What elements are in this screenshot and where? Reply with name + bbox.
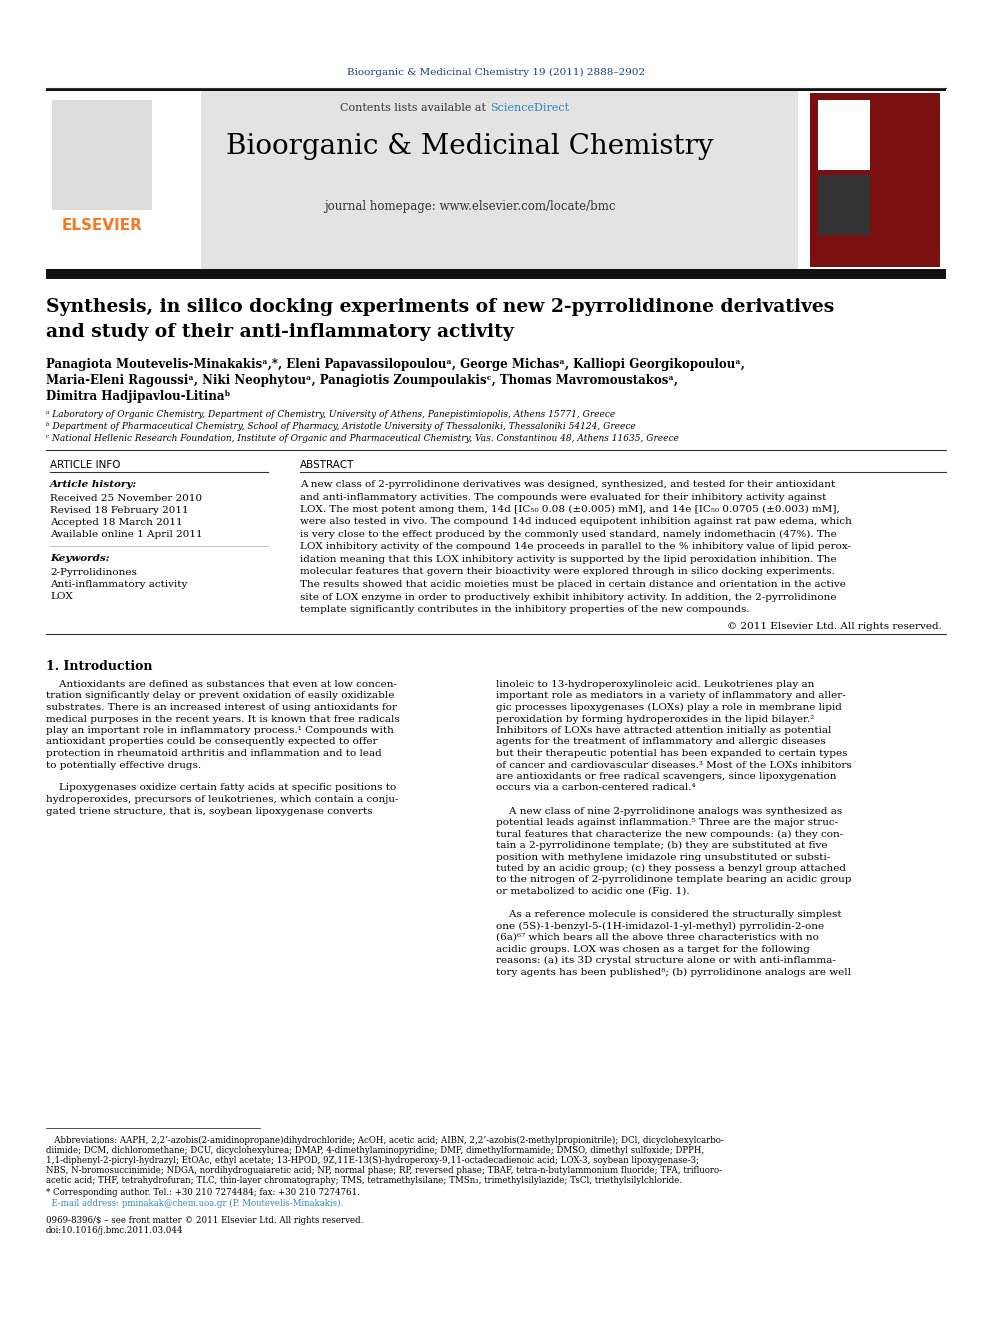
- Text: important role as mediators in a variety of inflammatory and aller-: important role as mediators in a variety…: [496, 692, 846, 700]
- Text: 1,1-diphenyl-2-picryl-hydrazyl; EtOAc, ethyl acetate; 13-HPOD, 9Z,11E-13(S)-hydr: 1,1-diphenyl-2-picryl-hydrazyl; EtOAc, e…: [46, 1156, 699, 1166]
- Text: gic processes lipoxygenases (LOXs) play a role in membrane lipid: gic processes lipoxygenases (LOXs) play …: [496, 703, 842, 712]
- Text: A new class of nine 2-pyrrolidinone analogs was synthesized as: A new class of nine 2-pyrrolidinone anal…: [496, 807, 842, 815]
- Text: gated triene structure, that is, soybean lipoxygenase converts: gated triene structure, that is, soybean…: [46, 807, 373, 815]
- Text: agents for the treatment of inflammatory and allergic diseases: agents for the treatment of inflammatory…: [496, 737, 825, 746]
- Text: one (5S)-1-benzyl-5-(1H-imidazol-1-yl-methyl) pyrrolidin-2-one: one (5S)-1-benzyl-5-(1H-imidazol-1-yl-me…: [496, 922, 824, 930]
- Text: Antioxidants are defined as substances that even at low concen-: Antioxidants are defined as substances t…: [46, 680, 397, 689]
- Text: template significantly contributes in the inhibitory properties of the new compo: template significantly contributes in th…: [300, 605, 750, 614]
- Text: ᵃ Laboratory of Organic Chemistry, Department of Chemistry, University of Athens: ᵃ Laboratory of Organic Chemistry, Depar…: [46, 410, 615, 419]
- Text: molecular features that govern their bioactivity were explored through in silico: molecular features that govern their bio…: [300, 568, 835, 577]
- Text: Contents lists available at: Contents lists available at: [340, 103, 490, 112]
- Text: Bioorganic & Medicinal Chemistry 19 (2011) 2888–2902: Bioorganic & Medicinal Chemistry 19 (201…: [347, 67, 645, 77]
- Text: doi:10.1016/j.bmc.2011.03.044: doi:10.1016/j.bmc.2011.03.044: [46, 1226, 184, 1234]
- Text: Keywords:: Keywords:: [50, 554, 110, 564]
- Text: is very close to the effect produced by the commonly used standard, namely indom: is very close to the effect produced by …: [300, 531, 836, 540]
- Text: medical purposes in the recent years. It is known that free radicals: medical purposes in the recent years. It…: [46, 714, 400, 724]
- Text: Article history:: Article history:: [50, 480, 137, 490]
- Text: A new class of 2-pyrrolidinone derivatives was designed, synthesized, and tested: A new class of 2-pyrrolidinone derivativ…: [300, 480, 835, 490]
- Text: diimide; DCM, dichloromethane; DCU, dicyclohexylurea; DMAP, 4-dimethylaminopyrid: diimide; DCM, dichloromethane; DCU, dicy…: [46, 1146, 704, 1155]
- Text: Dimitra Hadjipavlou-Litinaᵇ: Dimitra Hadjipavlou-Litinaᵇ: [46, 390, 230, 404]
- Text: NBS, N-bromosuccinimide; NDGA, nordihydroguaiaretic acid; NP, normal phase; RP, : NBS, N-bromosuccinimide; NDGA, nordihydr…: [46, 1166, 722, 1175]
- Text: position with methylene imidazole ring unsubstituted or substi-: position with methylene imidazole ring u…: [496, 852, 830, 861]
- Text: are antioxidants or free radical scavengers, since lipoxygenation: are antioxidants or free radical scaveng…: [496, 773, 836, 781]
- Text: ᶜ National Hellenic Research Foundation, Institute of Organic and Pharmaceutical: ᶜ National Hellenic Research Foundation,…: [46, 434, 679, 443]
- Text: or metabolized to acidic one (Fig. 1).: or metabolized to acidic one (Fig. 1).: [496, 886, 689, 896]
- Text: E-mail address: pminakak@chem.uoa.gr (P. Moutevelis-Minakakis).: E-mail address: pminakak@chem.uoa.gr (P.…: [46, 1199, 343, 1208]
- Text: The results showed that acidic moieties must be placed in certain distance and o: The results showed that acidic moieties …: [300, 579, 846, 589]
- Text: to potentially effective drugs.: to potentially effective drugs.: [46, 761, 201, 770]
- Text: LOX inhibitory activity of the compound 14e proceeds in parallel to the % inhibi: LOX inhibitory activity of the compound …: [300, 542, 851, 552]
- Text: LOX: LOX: [50, 591, 72, 601]
- Text: Inhibitors of LOXs have attracted attention initially as potential: Inhibitors of LOXs have attracted attent…: [496, 726, 831, 736]
- Text: tration significantly delay or prevent oxidation of easily oxidizable: tration significantly delay or prevent o…: [46, 692, 395, 700]
- Text: ELSEVIER: ELSEVIER: [62, 218, 143, 233]
- Text: occurs via a carbon-centered radical.⁴: occurs via a carbon-centered radical.⁴: [496, 783, 695, 792]
- Text: tain a 2-pyrrolidinone template; (b) they are substituted at five: tain a 2-pyrrolidinone template; (b) the…: [496, 841, 827, 851]
- Text: peroxidation by forming hydroperoxides in the lipid bilayer.²: peroxidation by forming hydroperoxides i…: [496, 714, 814, 724]
- Text: tuted by an acidic group; (c) they possess a benzyl group attached: tuted by an acidic group; (c) they posse…: [496, 864, 846, 873]
- Text: potential leads against inflammation.⁵ Three are the major struc-: potential leads against inflammation.⁵ T…: [496, 818, 838, 827]
- Text: As a reference molecule is considered the structurally simplest: As a reference molecule is considered th…: [496, 910, 841, 919]
- Text: ABSTRACT: ABSTRACT: [300, 460, 354, 470]
- Text: * Corresponding author. Tel.: +30 210 7274484; fax: +30 210 7274761.: * Corresponding author. Tel.: +30 210 72…: [46, 1188, 360, 1197]
- Text: idation meaning that this LOX inhibitory activity is supported by the lipid pero: idation meaning that this LOX inhibitory…: [300, 556, 836, 564]
- Text: Panagiota Moutevelis-Minakakisᵃ,*, Eleni Papavassilopoulouᵃ, George Michasᵃ, Kal: Panagiota Moutevelis-Minakakisᵃ,*, Eleni…: [46, 359, 745, 370]
- Text: antioxidant properties could be consequently expected to offer: antioxidant properties could be conseque…: [46, 737, 378, 746]
- Text: and anti-inflammatory activities. The compounds were evaluated for their inhibit: and anti-inflammatory activities. The co…: [300, 492, 826, 501]
- Text: tural features that characterize the new compounds: (a) they con-: tural features that characterize the new…: [496, 830, 843, 839]
- Text: 0969-8396/$ – see front matter © 2011 Elsevier Ltd. All rights reserved.: 0969-8396/$ – see front matter © 2011 El…: [46, 1216, 363, 1225]
- Text: tory agents has been published⁸; (b) pyrrolidinone analogs are well: tory agents has been published⁸; (b) pyr…: [496, 967, 851, 976]
- Text: 2-Pyrrolidinones: 2-Pyrrolidinones: [50, 568, 137, 577]
- Text: and study of their anti-inflammatory activity: and study of their anti-inflammatory act…: [46, 323, 514, 341]
- Text: play an important role in inflammatory process.¹ Compounds with: play an important role in inflammatory p…: [46, 726, 394, 736]
- Text: protection in rheumatoid arthritis and inflammation and to lead: protection in rheumatoid arthritis and i…: [46, 749, 382, 758]
- Text: substrates. There is an increased interest of using antioxidants for: substrates. There is an increased intere…: [46, 703, 397, 712]
- Text: © 2011 Elsevier Ltd. All rights reserved.: © 2011 Elsevier Ltd. All rights reserved…: [727, 622, 942, 631]
- Text: linoleic to 13-hydroperoxylinoleic acid. Leukotrienes play an: linoleic to 13-hydroperoxylinoleic acid.…: [496, 680, 814, 689]
- Text: Received 25 November 2010: Received 25 November 2010: [50, 493, 202, 503]
- Text: LOX. The most potent among them, 14d [IC₅₀ 0.08 (±0.005) mM], and 14e [IC₅₀ 0.07: LOX. The most potent among them, 14d [IC…: [300, 505, 840, 515]
- Text: Synthesis, in silico docking experiments of new 2-pyrrolidinone derivatives: Synthesis, in silico docking experiments…: [46, 298, 834, 316]
- Text: acidic groups. LOX was chosen as a target for the following: acidic groups. LOX was chosen as a targe…: [496, 945, 809, 954]
- Text: of cancer and cardiovascular diseases.³ Most of the LOXs inhibitors: of cancer and cardiovascular diseases.³ …: [496, 761, 852, 770]
- Text: (6a)⁶⁷ which bears all the above three characteristics with no: (6a)⁶⁷ which bears all the above three c…: [496, 933, 818, 942]
- Text: Anti-inflammatory activity: Anti-inflammatory activity: [50, 579, 187, 589]
- Text: Accepted 18 March 2011: Accepted 18 March 2011: [50, 519, 183, 527]
- Text: 1. Introduction: 1. Introduction: [46, 660, 153, 673]
- Text: Maria-Eleni Ragoussiᵃ, Niki Neophytouᵃ, Panagiotis Zoumpoulakisᶜ, Thomas Mavromo: Maria-Eleni Ragoussiᵃ, Niki Neophytouᵃ, …: [46, 374, 678, 388]
- Text: Bioorganic & Medicinal Chemistry: Bioorganic & Medicinal Chemistry: [226, 134, 714, 160]
- Text: were also tested in vivo. The compound 14d induced equipotent inhibition against: were also tested in vivo. The compound 1…: [300, 517, 852, 527]
- Text: site of LOX enzyme in order to productively exhibit inhibitory activity. In addi: site of LOX enzyme in order to productiv…: [300, 593, 836, 602]
- Text: Lipoxygenases oxidize certain fatty acids at specific positions to: Lipoxygenases oxidize certain fatty acid…: [46, 783, 396, 792]
- Text: Abbreviations: AAPH, 2,2’-azobis(2-amidinopropane)dihydrochloride; AcOH, acetic : Abbreviations: AAPH, 2,2’-azobis(2-amidi…: [46, 1136, 724, 1146]
- Text: reasons: (a) its 3D crystal structure alone or with anti-inflamma-: reasons: (a) its 3D crystal structure al…: [496, 957, 836, 964]
- Text: Available online 1 April 2011: Available online 1 April 2011: [50, 531, 202, 538]
- Text: journal homepage: www.elsevier.com/locate/bmc: journal homepage: www.elsevier.com/locat…: [324, 200, 616, 213]
- Text: to the nitrogen of 2-pyrrolidinone template bearing an acidic group: to the nitrogen of 2-pyrrolidinone templ…: [496, 876, 851, 885]
- Text: Revised 18 February 2011: Revised 18 February 2011: [50, 505, 188, 515]
- Text: acetic acid; THF, tetrahydrofuran; TLC, thin-layer chromatography; TMS, tetramet: acetic acid; THF, tetrahydrofuran; TLC, …: [46, 1176, 682, 1185]
- Text: ARTICLE INFO: ARTICLE INFO: [50, 460, 120, 470]
- Text: hydroperoxides, precursors of leukotrienes, which contain a conju-: hydroperoxides, precursors of leukotrien…: [46, 795, 399, 804]
- Text: ᵇ Department of Pharmaceutical Chemistry, School of Pharmacy, Aristotle Universi: ᵇ Department of Pharmaceutical Chemistry…: [46, 422, 636, 431]
- Text: but their therapeutic potential has been expanded to certain types: but their therapeutic potential has been…: [496, 749, 847, 758]
- Text: ScienceDirect: ScienceDirect: [490, 103, 569, 112]
